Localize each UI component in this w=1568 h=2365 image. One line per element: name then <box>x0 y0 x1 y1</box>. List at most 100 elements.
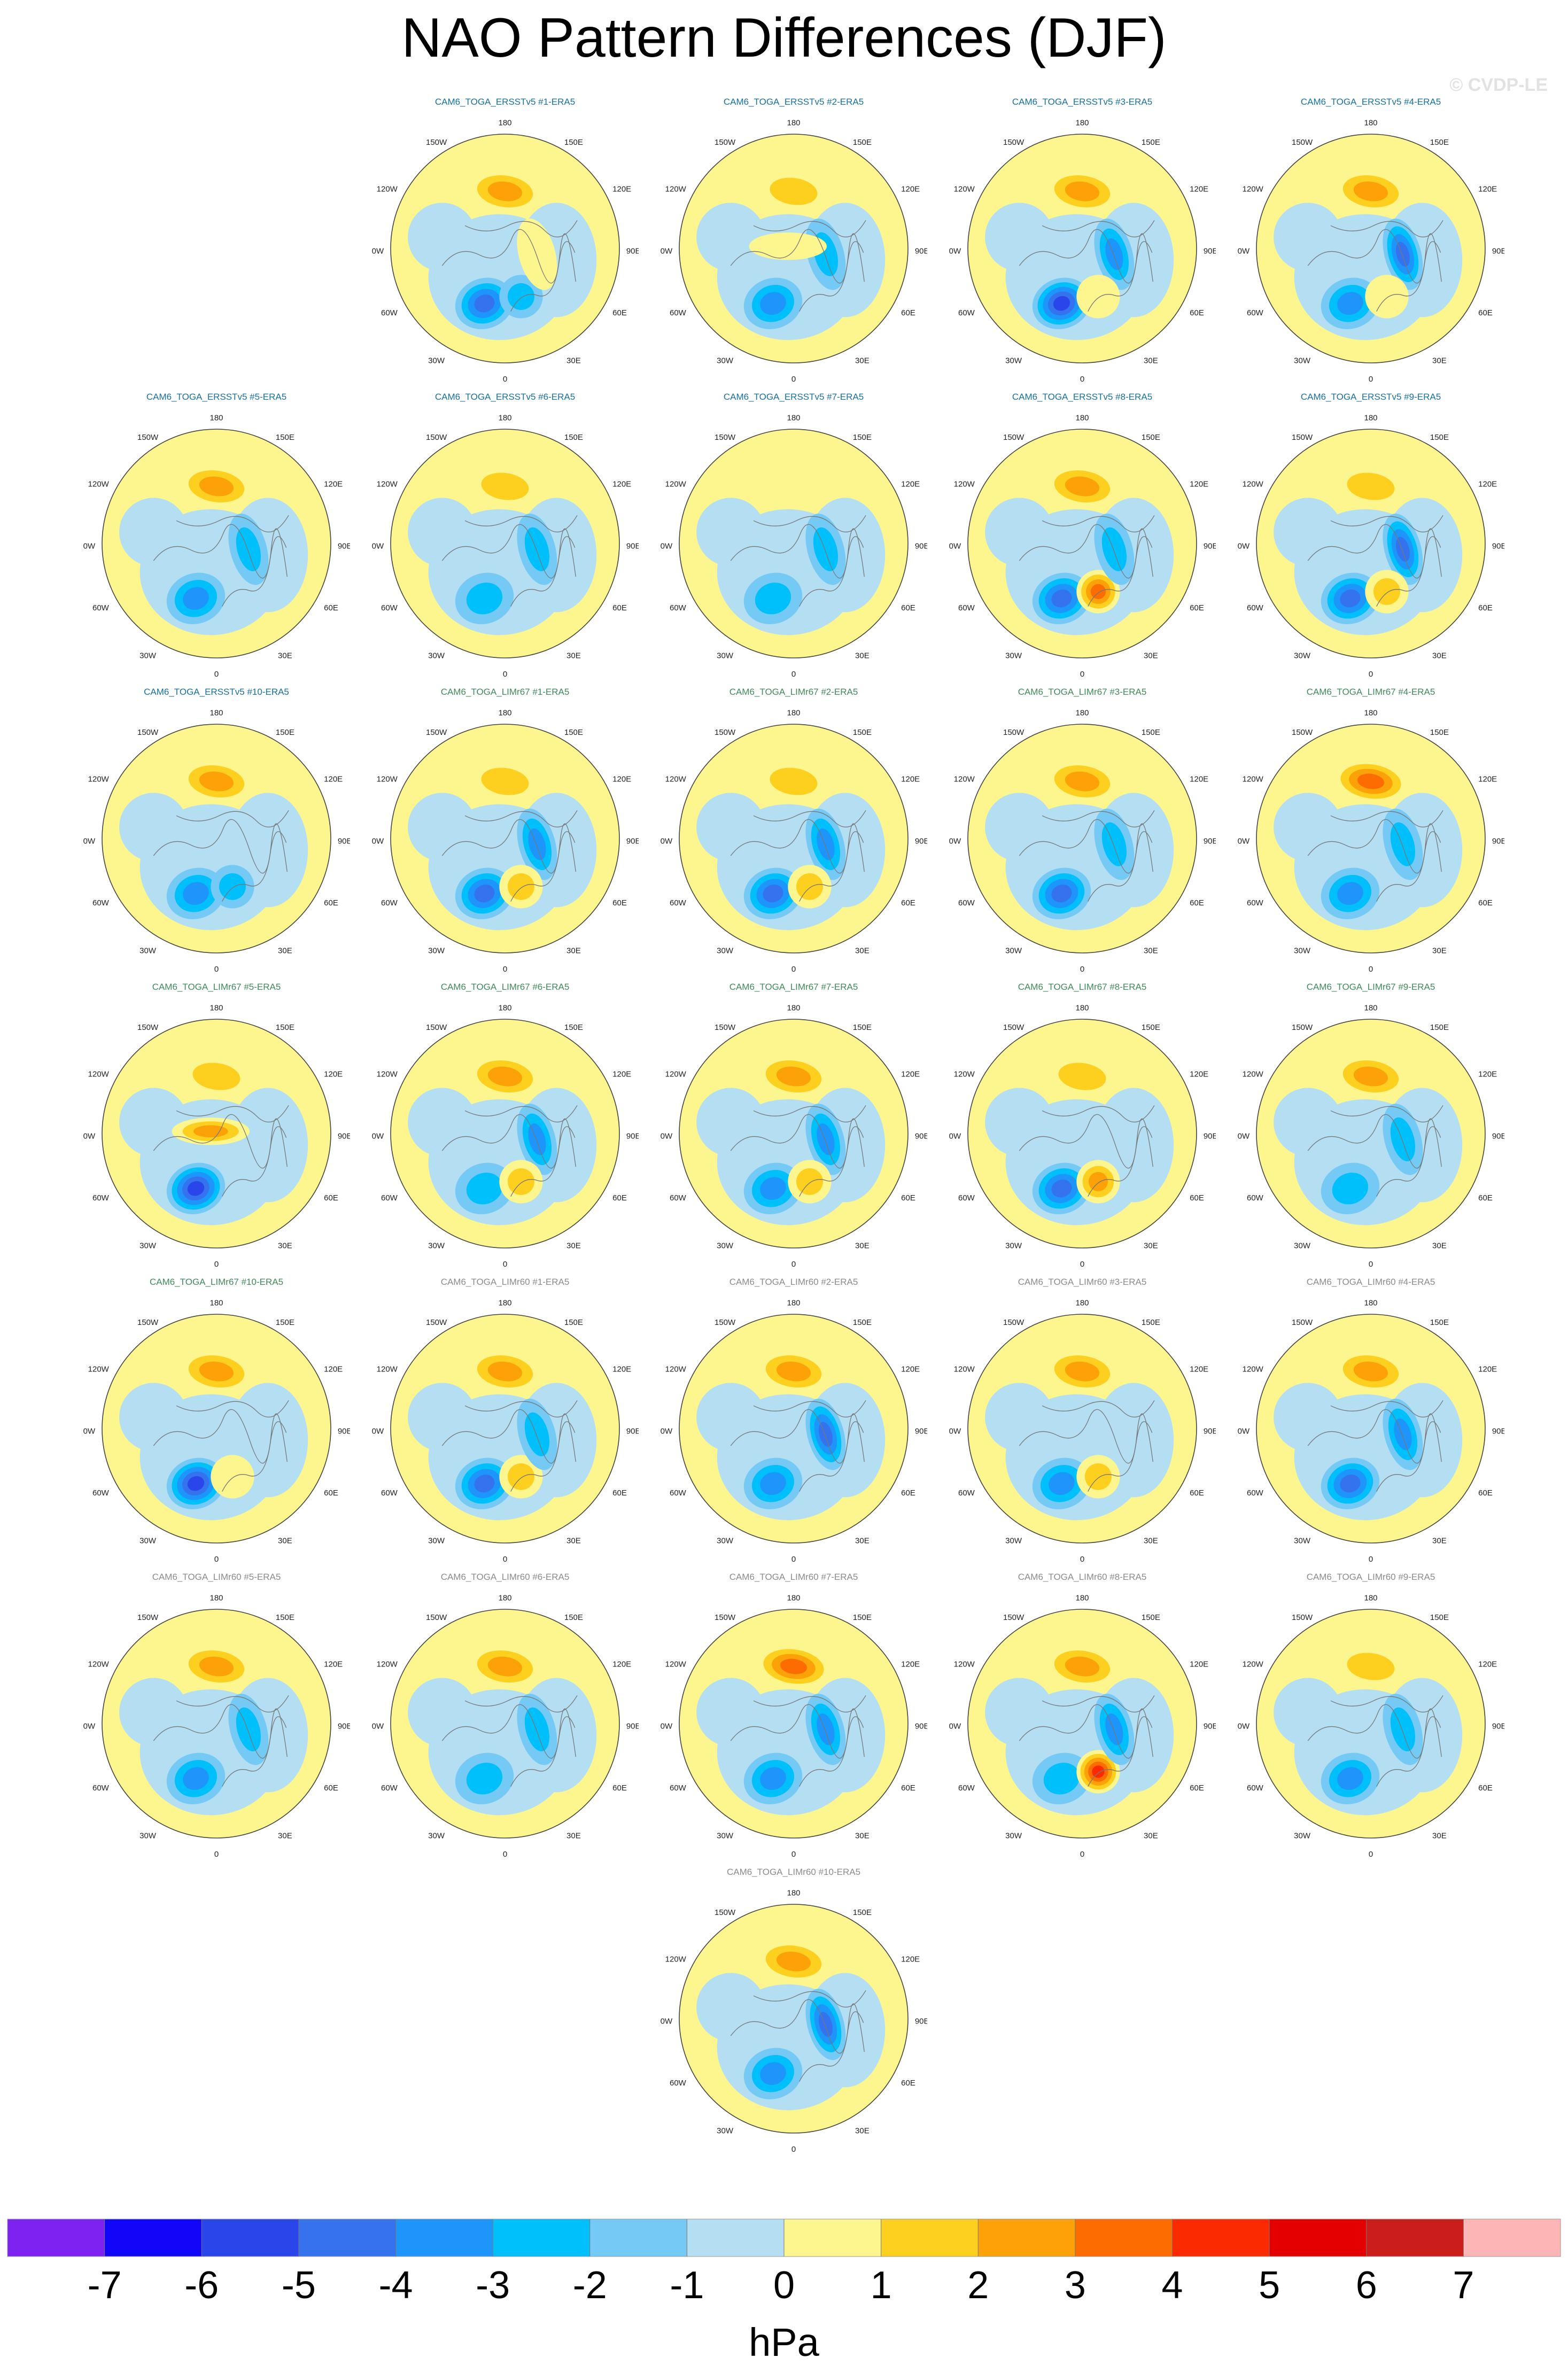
polar-map: 180 150W 150E 120W 120E 90W 90E 60W 60E 30W 30E 0 <box>660 1594 927 1857</box>
anomaly-contour <box>1340 589 1361 608</box>
anomaly-contour <box>507 283 534 310</box>
longitude-label: 180 <box>787 1889 800 1898</box>
map-panel: CAM6_TOGA_LIMr60 #6-ERA5 180 150W 150E 120W 1… <box>361 1569 649 1864</box>
longitude-label: 120E <box>1478 775 1497 784</box>
colorbar-swatch <box>784 2219 882 2257</box>
longitude-label: 120W <box>1243 480 1264 489</box>
anomaly-contour <box>1053 296 1070 311</box>
longitude-label: 150W <box>715 433 736 442</box>
longitude-label: 60E <box>1478 308 1493 317</box>
longitude-label: 60W <box>381 1784 398 1793</box>
longitude-label: 30E <box>566 652 581 661</box>
colorbar-tick-label: 2 <box>967 2264 989 2307</box>
map-panel: CAM6_TOGA_LIMr60 #10-ERA5 180 150W 150E 120W… <box>649 1864 938 2159</box>
longitude-label: 180 <box>787 414 800 423</box>
longitude-label: 90E <box>626 1722 639 1731</box>
longitude-label: 90E <box>1492 1426 1504 1436</box>
colorbar-swatch <box>201 2219 299 2257</box>
anomaly-contour <box>1051 884 1072 903</box>
longitude-label: 90W <box>371 1426 384 1436</box>
anomaly-contour <box>487 1361 523 1382</box>
longitude-label: 30E <box>278 652 292 661</box>
colorbar-tick-label: -5 <box>282 2264 316 2307</box>
colorbar-tick-label: 6 <box>1356 2264 1377 2307</box>
map-panel: CAM6_TOGA_LIMr60 #7-ERA5 180 150W 150E 120W 1… <box>649 1569 938 1864</box>
polar-map: 180 150W 150E 120W 120E 90W 90E 60W 60E 30W 30E 0 <box>660 1889 927 2152</box>
longitude-label: 0 <box>503 670 507 677</box>
longitude-label: 90W <box>1237 1131 1250 1141</box>
longitude-label: 60W <box>958 308 975 317</box>
longitude-label: 120W <box>665 1365 687 1374</box>
longitude-label: 120E <box>1190 480 1208 489</box>
longitude-label: 90W <box>1237 541 1250 550</box>
panel-title: CAM6_TOGA_LIMr67 #1-ERA5 <box>440 687 570 697</box>
longitude-label: 180 <box>209 709 223 718</box>
longitude-label: 0 <box>1369 965 1373 972</box>
colorbar-tick-label: 4 <box>1161 2264 1183 2307</box>
polar-map: 180 150W 150E 120W 120E 90W 90E 60W 60E 30W 30E 0 <box>1237 1004 1504 1267</box>
longitude-label: 30E <box>1144 947 1158 956</box>
longitude-label: 150W <box>426 1318 447 1327</box>
anomaly-contour <box>507 1168 534 1195</box>
longitude-label: 0 <box>214 1850 219 1857</box>
longitude-label: 120W <box>1243 1660 1264 1669</box>
longitude-label: 60E <box>612 603 627 612</box>
longitude-label: 60W <box>1247 1784 1264 1793</box>
maps-grid: CAM6_TOGA_ERSSTv5 #1-ERA5 180 150W 150E 120W… <box>72 94 1515 2159</box>
longitude-label: 150W <box>137 1023 159 1032</box>
anomaly-contour <box>760 1472 786 1495</box>
panel-title: CAM6_TOGA_LIMr67 #2-ERA5 <box>729 687 858 697</box>
anomaly-contour <box>1058 1063 1106 1090</box>
longitude-label: 120W <box>954 185 975 194</box>
map-panel: CAM6_TOGA_ERSSTv5 #6-ERA5 180 150W 150E 120W… <box>361 389 649 684</box>
polar-map: 180 150W 150E 120W 120E 90W 90E 60W 60E 30W 30E 0 <box>660 119 927 382</box>
polar-map: 180 150W 150E 120W 120E 90W 90E 60W 60E 30W 30E 0 <box>660 709 927 972</box>
longitude-label: 90E <box>1492 541 1504 550</box>
longitude-label: 120E <box>1190 185 1208 194</box>
map-panel: CAM6_TOGA_LIMr67 #6-ERA5 180 150W 150E 120W 1… <box>361 979 649 1274</box>
longitude-label: 0 <box>1080 670 1084 677</box>
longitude-label: 120E <box>1478 1070 1497 1079</box>
map-panel: CAM6_TOGA_ERSSTv5 #1-ERA5 180 150W 150E 120W… <box>361 94 649 389</box>
polar-map: 180 150W 150E 120W 120E 90W 90E 60W 60E 30W 30E 0 <box>949 709 1216 972</box>
anomaly-contour <box>817 828 835 860</box>
panel-title: CAM6_TOGA_ERSSTv5 #4-ERA5 <box>1300 97 1441 107</box>
anomaly-contour <box>796 1168 823 1195</box>
anomaly-contour <box>817 1123 835 1156</box>
longitude-label: 150E <box>1430 1023 1449 1032</box>
longitude-label: 150E <box>564 138 583 147</box>
longitude-label: 30W <box>717 652 734 661</box>
anomaly-contour <box>1043 1763 1080 1795</box>
longitude-label: 120E <box>1478 1660 1497 1669</box>
longitude-label: 120E <box>1478 480 1497 489</box>
map-panel: CAM6_TOGA_LIMr67 #5-ERA5 180 150W 150E 120W 1… <box>72 979 361 1274</box>
longitude-label: 120W <box>377 1365 398 1374</box>
anomaly-contour <box>760 1177 786 1200</box>
longitude-label: 120E <box>1478 185 1497 194</box>
longitude-label: 30W <box>1294 356 1311 366</box>
map-panel: CAM6_TOGA_ERSSTv5 #8-ERA5 180 150W 150E 120W… <box>938 389 1227 684</box>
map-panel: CAM6_TOGA_LIMr60 #4-ERA5 180 150W 150E 120W 1… <box>1227 1274 1515 1569</box>
polar-map: 180 150W 150E 120W 120E 90W 90E 60W 60E 30W 30E 0 <box>949 414 1216 677</box>
longitude-label: 30E <box>1432 652 1447 661</box>
longitude-label: 90W <box>1237 1722 1250 1731</box>
anomaly-contour <box>1365 275 1409 319</box>
colorbar-swatch <box>1269 2219 1367 2257</box>
longitude-label: 0 <box>503 1850 507 1857</box>
colorbar-swatch <box>395 2219 493 2257</box>
longitude-label: 120E <box>324 1365 343 1374</box>
longitude-label: 0 <box>791 2145 796 2152</box>
longitude-label: 120W <box>954 480 975 489</box>
panel-title: CAM6_TOGA_LIMr60 #10-ERA5 <box>726 1867 861 1877</box>
longitude-label: 120W <box>88 1070 110 1079</box>
longitude-label: 90W <box>949 246 961 255</box>
longitude-label: 120W <box>88 480 110 489</box>
panel-title: CAM6_TOGA_ERSSTv5 #10-ERA5 <box>144 687 289 697</box>
longitude-label: 180 <box>1364 1299 1377 1308</box>
longitude-label: 150E <box>276 433 294 442</box>
panel-title: CAM6_TOGA_LIMr60 #4-ERA5 <box>1306 1277 1435 1287</box>
colorbar-tick-label: -6 <box>184 2264 219 2307</box>
anomaly-contour <box>1049 1472 1075 1495</box>
longitude-label: 0 <box>214 1260 219 1267</box>
longitude-label: 150W <box>1292 1023 1313 1032</box>
